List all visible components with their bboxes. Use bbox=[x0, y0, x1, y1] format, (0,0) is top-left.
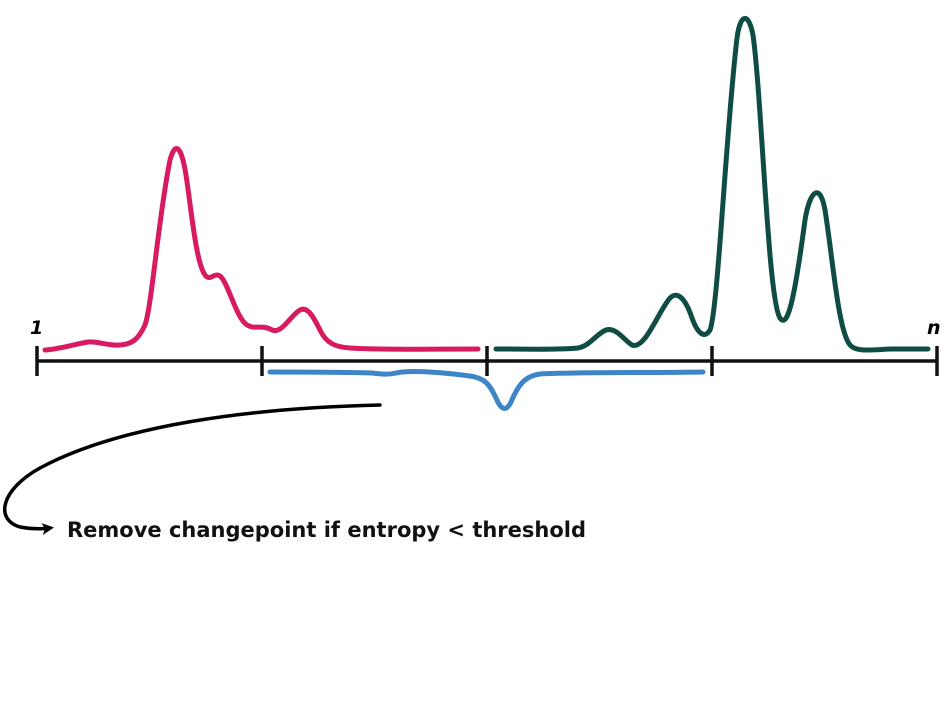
entropy-rule-caption: Remove changepoint if entropy < threshol… bbox=[67, 518, 586, 542]
segment-1-curve bbox=[42, 145, 481, 353]
sequence-end-label: n bbox=[927, 317, 941, 339]
sequence-start-label: 1 bbox=[30, 317, 43, 339]
curved-arrow-icon bbox=[3, 403, 382, 535]
segment-3-curve bbox=[493, 16, 931, 353]
merged-segment-curve bbox=[267, 369, 706, 411]
